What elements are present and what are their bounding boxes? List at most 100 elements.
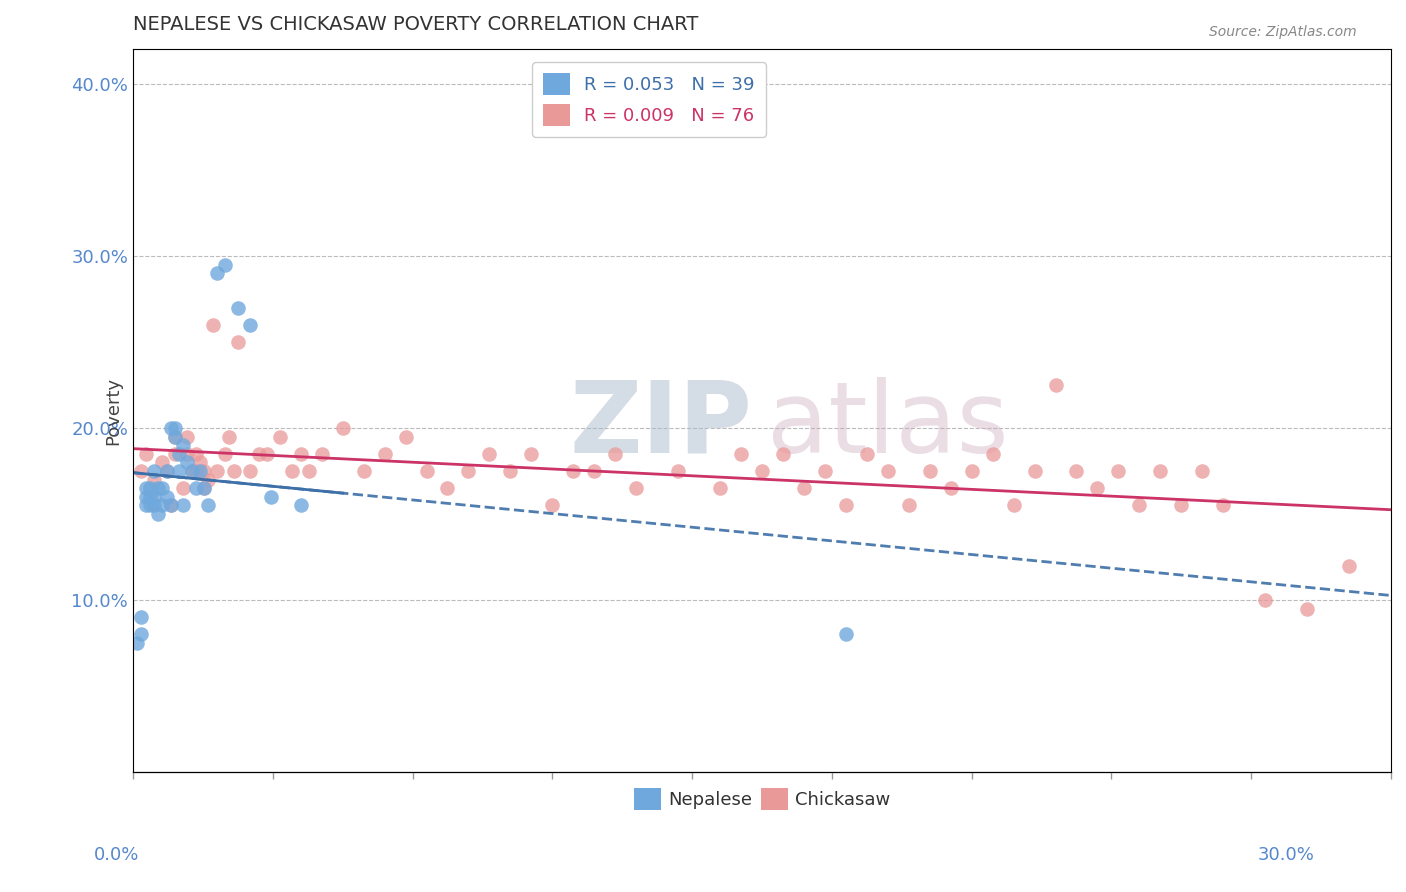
Text: atlas: atlas [768, 376, 1008, 474]
Point [226, 301, 249, 315]
Point [214, 447, 236, 461]
Point [163, 429, 186, 443]
Point [374, 447, 396, 461]
Point [205, 266, 228, 280]
Point [624, 481, 647, 495]
Point [247, 447, 270, 461]
Point [835, 627, 858, 641]
Point [730, 447, 752, 461]
Point [260, 490, 283, 504]
Point [814, 464, 837, 478]
Y-axis label: Poverty: Poverty [104, 376, 122, 445]
Point [499, 464, 522, 478]
Point [1024, 464, 1046, 478]
Point [311, 447, 333, 461]
Point [583, 464, 606, 478]
Point [139, 490, 162, 504]
Point [159, 421, 181, 435]
Point [520, 447, 543, 461]
Point [163, 447, 186, 461]
Point [146, 507, 169, 521]
Point [353, 464, 375, 478]
Point [1066, 464, 1088, 478]
Point [876, 464, 898, 478]
Point [332, 421, 354, 435]
Point [1002, 499, 1025, 513]
Point [214, 258, 236, 272]
Point [131, 627, 153, 641]
Point [298, 464, 321, 478]
Point [131, 610, 153, 624]
Point [1212, 499, 1234, 513]
Point [201, 318, 224, 332]
Point [197, 499, 219, 513]
Point [142, 464, 165, 478]
Point [1087, 481, 1109, 495]
Point [184, 447, 207, 461]
Point [176, 455, 198, 469]
Point [172, 438, 194, 452]
Point [142, 473, 165, 487]
Point [167, 447, 190, 461]
Point [835, 499, 858, 513]
Point [184, 481, 207, 495]
Point [172, 499, 194, 513]
Point [155, 464, 177, 478]
Point [256, 447, 278, 461]
Point [135, 499, 157, 513]
Point [167, 464, 190, 478]
Point [290, 447, 312, 461]
Point [1045, 378, 1067, 392]
Point [193, 464, 215, 478]
Point [142, 499, 165, 513]
Point [1107, 464, 1129, 478]
Point [960, 464, 983, 478]
Point [163, 429, 186, 443]
Point [436, 481, 458, 495]
Point [981, 447, 1004, 461]
Point [135, 481, 157, 495]
Point [1170, 499, 1192, 513]
Point [222, 464, 245, 478]
Point [897, 499, 920, 513]
Point [457, 464, 479, 478]
Point [205, 464, 228, 478]
Point [478, 447, 501, 461]
Point [155, 490, 177, 504]
Point [281, 464, 304, 478]
Point [159, 499, 181, 513]
Point [180, 464, 202, 478]
Point [239, 464, 262, 478]
Text: 0.0%: 0.0% [94, 846, 139, 863]
Text: 30.0%: 30.0% [1258, 846, 1315, 863]
Point [197, 473, 219, 487]
Point [856, 447, 879, 461]
Point [269, 429, 291, 443]
Point [1149, 464, 1171, 478]
Point [163, 421, 186, 435]
Point [135, 447, 157, 461]
Point [131, 464, 153, 478]
Point [562, 464, 585, 478]
Point [159, 499, 181, 513]
Text: ZIP: ZIP [569, 376, 752, 474]
Point [1191, 464, 1213, 478]
Point [772, 447, 794, 461]
Point [709, 481, 731, 495]
Point [1339, 558, 1361, 573]
Point [290, 499, 312, 513]
Point [193, 481, 215, 495]
Point [180, 464, 202, 478]
Point [226, 334, 249, 349]
Point [394, 429, 416, 443]
Point [150, 455, 173, 469]
Point [150, 481, 173, 495]
Point [666, 464, 689, 478]
Point [1296, 601, 1319, 615]
Legend: Nepalese, Chickasaw: Nepalese, Chickasaw [626, 780, 897, 817]
Point [415, 464, 437, 478]
Point [139, 481, 162, 495]
Point [541, 499, 564, 513]
Point [139, 499, 162, 513]
Point [188, 464, 211, 478]
